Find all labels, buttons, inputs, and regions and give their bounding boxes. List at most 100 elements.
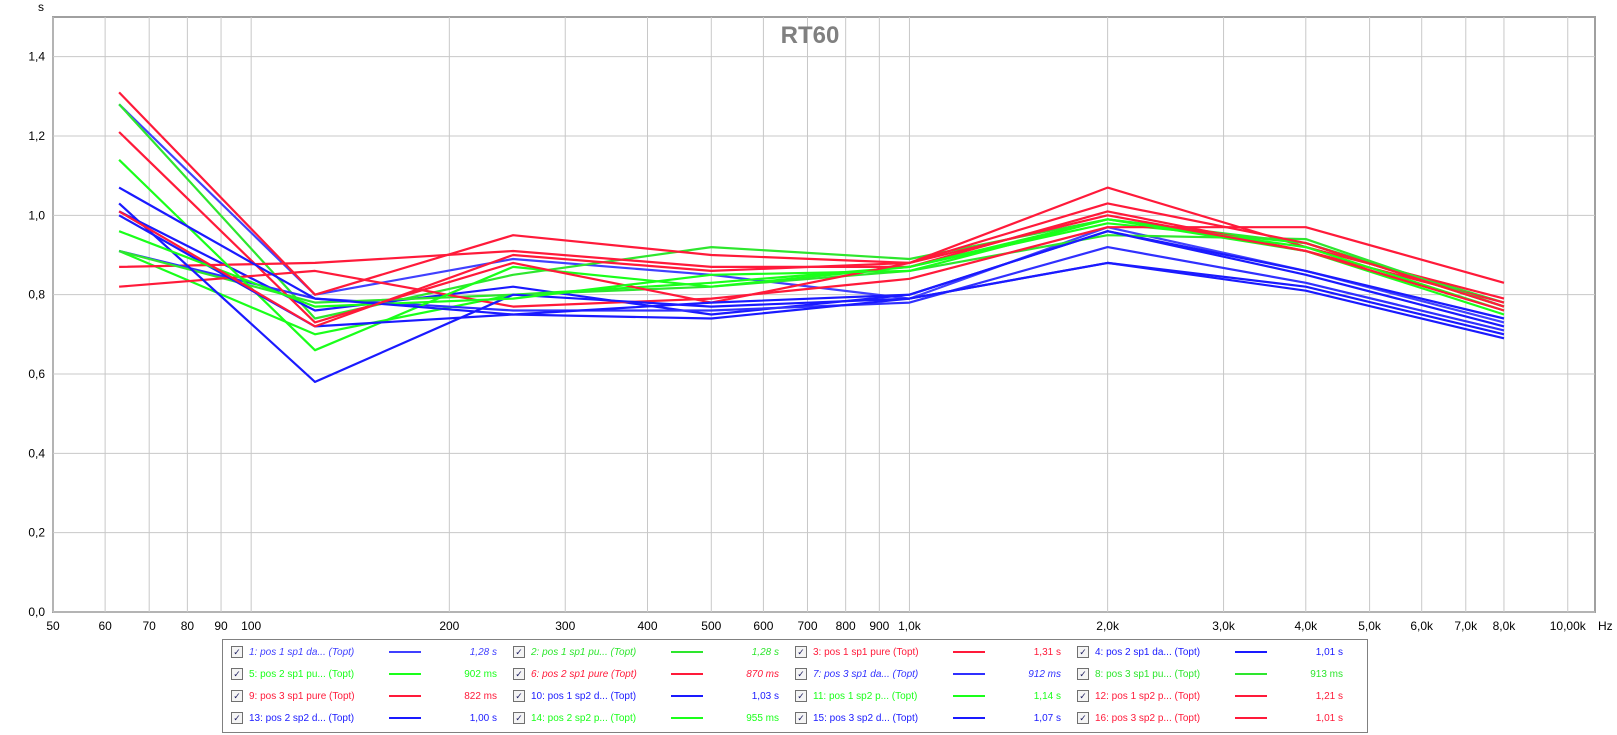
x-tick-label: 600: [753, 619, 773, 633]
legend-value: 955 ms: [746, 712, 779, 724]
x-tick-label: 60: [98, 619, 112, 633]
legend-swatch: [953, 717, 985, 719]
legend-value: 1,00 s: [469, 712, 497, 724]
legend-checkbox[interactable]: ✓: [513, 668, 525, 680]
legend-checkbox[interactable]: ✓: [1077, 712, 1089, 724]
x-tick-label: 50: [46, 619, 60, 633]
legend-swatch: [1235, 651, 1267, 653]
legend-item-7: ✓ 7: pos 3 sp1 da... (Topt) 912 ms: [795, 664, 1061, 684]
legend-item-3: ✓ 3: pos 1 sp1 pure (Topt) 1,31 s: [795, 642, 1061, 662]
legend-value: 1,01 s: [1315, 646, 1343, 658]
legend-label: 3: pos 1 sp1 pure (Topt): [813, 646, 919, 658]
series-lines: [118, 91, 1505, 383]
series-line-13: [118, 214, 1505, 328]
legend-checkbox[interactable]: ✓: [1077, 668, 1089, 680]
x-tick-label: 300: [555, 619, 575, 633]
legend-item-14: ✓ 14: pos 2 sp2 p... (Topt) 955 ms: [513, 708, 779, 728]
x-tick-label: 900: [869, 619, 889, 633]
legend-checkbox[interactable]: ✓: [795, 712, 807, 724]
legend-swatch: [1235, 695, 1267, 697]
legend-label: 4: pos 2 sp1 da... (Topt): [1095, 646, 1201, 658]
legend-checkbox[interactable]: ✓: [795, 690, 807, 702]
legend-item-5: ✓ 5: pos 2 sp1 pu... (Topt) 902 ms: [231, 664, 497, 684]
legend-item-12: ✓ 12: pos 1 sp2 p... (Topt) 1,21 s: [1077, 686, 1343, 706]
legend-value: 1,14 s: [1033, 690, 1061, 702]
legend-checkbox[interactable]: ✓: [231, 712, 243, 724]
legend: ✓ 1: pos 1 sp1 da... (Topt) 1,28 s ✓ 2: pos …: [222, 639, 1368, 733]
x-tick-label: 6,0k: [1410, 619, 1434, 633]
legend-checkbox[interactable]: ✓: [231, 668, 243, 680]
x-tick-label: 2,0k: [1096, 619, 1120, 633]
x-tick-label: 7,0k: [1454, 619, 1478, 633]
x-tick-label: 500: [701, 619, 721, 633]
x-tick-label: 100: [241, 619, 261, 633]
x-axis-ticks: 50 60 70 80 90 100 200 300 400 500 600 700 800 900 1,0…: [46, 619, 1586, 633]
legend-label: 8: pos 3 sp1 pu... (Topt): [1095, 668, 1201, 680]
x-tick-label: 1,0k: [898, 619, 922, 633]
legend-checkbox[interactable]: ✓: [513, 690, 525, 702]
legend-item-4: ✓ 4: pos 2 sp1 da... (Topt) 1,01 s: [1077, 642, 1343, 662]
y-tick-label: 1,2: [28, 129, 45, 143]
legend-label: 10: pos 1 sp2 d... (Topt): [531, 690, 637, 702]
legend-checkbox[interactable]: ✓: [1077, 646, 1089, 658]
legend-checkbox[interactable]: ✓: [231, 690, 243, 702]
y-axis-unit: s: [38, 0, 44, 14]
legend-swatch: [1235, 673, 1267, 675]
series-line-15: [118, 186, 1505, 336]
legend-label: 2: pos 1 sp1 pu... (Topt): [531, 646, 637, 658]
series-line-9: [119, 226, 1505, 308]
series-line-4: [118, 210, 1505, 320]
x-axis-unit: Hz: [1598, 619, 1613, 633]
legend-value: 1,31 s: [1033, 646, 1061, 658]
rt60-chart: 50 60 70 80 90 100 200 300 400 500 600 700 800 900 1,0…: [28, 0, 1613, 633]
legend-value: 1,28 s: [751, 646, 779, 658]
x-tick-label: 90: [214, 619, 228, 633]
legend-label: 12: pos 1 sp2 p... (Topt): [1095, 690, 1201, 702]
y-tick-label: 1,4: [28, 50, 45, 64]
legend-label: 13: pos 2 sp2 d... (Topt): [249, 712, 355, 724]
legend-swatch: [671, 651, 703, 653]
x-tick-label: 800: [836, 619, 856, 633]
legend-label: 6: pos 2 sp1 pure (Topt): [531, 668, 637, 680]
y-tick-label: 0,2: [28, 526, 45, 540]
legend-swatch: [953, 673, 985, 675]
legend-item-16: ✓ 16: pos 3 sp2 p... (Topt) 1,01 s: [1077, 708, 1343, 728]
legend-checkbox[interactable]: ✓: [795, 646, 807, 658]
legend-checkbox[interactable]: ✓: [513, 646, 525, 658]
x-tick-label: 4,0k: [1294, 619, 1318, 633]
x-tick-label: 400: [637, 619, 657, 633]
legend-checkbox[interactable]: ✓: [795, 668, 807, 680]
chart-title: RT60: [781, 22, 840, 49]
x-tick-label: 700: [797, 619, 817, 633]
series-line-16: [118, 210, 1505, 328]
legend-item-11: ✓ 11: pos 1 sp2 p... (Topt) 1,14 s: [795, 686, 1061, 706]
y-tick-label: 0,6: [28, 367, 45, 381]
legend-item-2: ✓ 2: pos 1 sp1 pu... (Topt) 1,28 s: [513, 642, 779, 662]
legend-item-6: ✓ 6: pos 2 sp1 pure (Topt) 870 ms: [513, 664, 779, 684]
x-tick-label: 8,0k: [1493, 619, 1517, 633]
legend-label: 1: pos 1 sp1 da... (Topt): [249, 646, 355, 658]
legend-swatch: [953, 651, 985, 653]
legend-swatch: [389, 651, 421, 653]
legend-label: 5: pos 2 sp1 pu... (Topt): [249, 668, 355, 680]
legend-label: 7: pos 3 sp1 da... (Topt): [813, 668, 919, 680]
legend-label: 14: pos 2 sp2 p... (Topt): [531, 712, 637, 724]
legend-item-15: ✓ 15: pos 3 sp2 d... (Topt) 1,07 s: [795, 708, 1061, 728]
series-line-5: [118, 222, 1505, 336]
legend-swatch: [671, 717, 703, 719]
legend-value: 822 ms: [464, 690, 497, 702]
legend-item-9: ✓ 9: pos 3 sp1 pure (Topt) 822 ms: [231, 686, 497, 706]
x-tick-label: 70: [143, 619, 157, 633]
legend-swatch: [1235, 717, 1267, 719]
y-tick-label: 1,0: [28, 208, 45, 222]
legend-checkbox[interactable]: ✓: [231, 646, 243, 658]
x-tick-label: 5,0k: [1358, 619, 1382, 633]
legend-checkbox[interactable]: ✓: [1077, 690, 1089, 702]
legend-swatch: [389, 717, 421, 719]
legend-checkbox[interactable]: ✓: [513, 712, 525, 724]
x-tick-label: 10,00k: [1550, 619, 1587, 633]
y-tick-label: 0,8: [28, 288, 45, 302]
legend-value: 913 ms: [1310, 668, 1343, 680]
x-tick-label: 200: [439, 619, 459, 633]
legend-swatch: [389, 673, 421, 675]
